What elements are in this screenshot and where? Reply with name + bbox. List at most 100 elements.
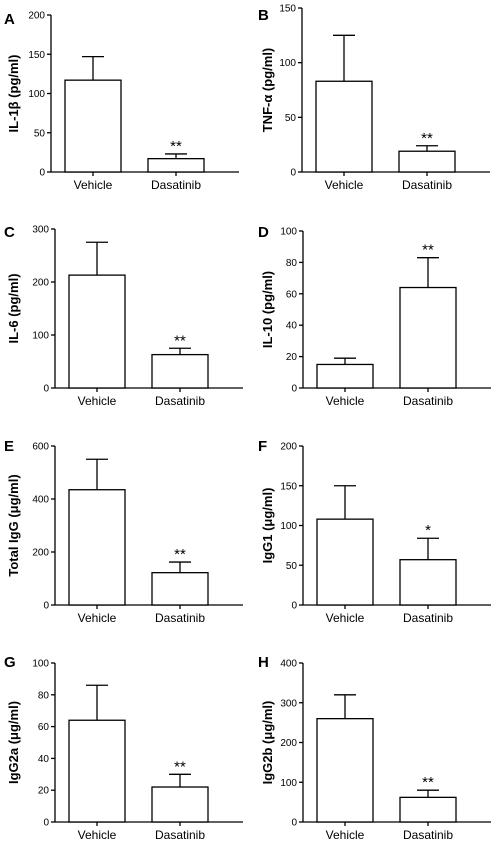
x-category-label: Vehicle <box>74 178 113 192</box>
bar-vehicle <box>316 718 374 823</box>
y-axis-label: IL-1β (pg/ml) <box>6 55 21 133</box>
y-tick-label: 0 <box>43 818 49 829</box>
y-tick-label: 60 <box>38 722 50 733</box>
bar-vehicle <box>316 363 374 389</box>
y-tick-label: 300 <box>280 698 297 709</box>
bar-vehicle <box>68 489 126 606</box>
x-category-label: Dasatinib <box>155 828 205 842</box>
y-tick-label: 100 <box>279 58 296 69</box>
y-tick-label: 0 <box>39 168 45 179</box>
y-tick-label: 0 <box>291 384 297 395</box>
y-tick-label: 150 <box>279 4 296 15</box>
significance-marker: ** <box>421 130 433 147</box>
y-tick-label: 200 <box>32 548 49 559</box>
x-category-label: Vehicle <box>326 828 365 842</box>
y-tick-label: 300 <box>32 225 49 236</box>
panel-letter: B <box>258 7 269 24</box>
panel-letter: G <box>4 654 16 671</box>
panel-letter: H <box>258 654 269 671</box>
y-tick-label: 200 <box>280 738 297 749</box>
panel-letter: F <box>258 438 267 455</box>
y-tick-label: 100 <box>32 659 49 670</box>
x-category-label: Vehicle <box>326 611 365 625</box>
bar-dasatinib <box>147 158 205 173</box>
y-tick-label: 400 <box>280 659 297 670</box>
y-tick-label: 80 <box>286 258 298 269</box>
bar-dasatinib <box>151 786 209 823</box>
y-tick-label: 40 <box>286 321 298 332</box>
significance-marker: ** <box>170 138 182 155</box>
y-tick-label: 0 <box>43 601 49 612</box>
significance-marker: ** <box>174 332 186 349</box>
y-tick-label: 100 <box>28 89 45 100</box>
panel-letter: D <box>258 224 269 241</box>
bar-vehicle <box>68 719 126 823</box>
y-tick-label: 0 <box>291 601 297 612</box>
chart-panel-b: B TNF-α (pg/ml) 0 50 100 150 Vehicle ** Dasatini… <box>258 4 490 192</box>
y-tick-label: 0 <box>290 168 296 179</box>
bar-vehicle <box>316 518 374 606</box>
significance-marker: ** <box>174 758 186 775</box>
x-category-label: Vehicle <box>325 178 364 192</box>
chart-panel-d: D IL-10 (pg/ml) 0 20 40 60 80 100 Vehicle ** Dasat… <box>258 224 491 408</box>
bar-dasatinib <box>399 796 457 823</box>
y-axis-label: IL-10 (pg/ml) <box>260 271 275 348</box>
y-axis-label: IgG2a (μg/ml) <box>6 701 21 784</box>
x-category-label: Vehicle <box>78 394 117 408</box>
significance-marker: * <box>425 522 431 539</box>
y-axis-label: TNF-α (pg/ml) <box>260 48 275 133</box>
chart-panel-a: A IL-1β (pg/ml) 0 50 100 150 200 Vehicle ** Dasat… <box>4 11 239 192</box>
x-category-label: Dasatinib <box>403 394 453 408</box>
x-category-label: Dasatinib <box>151 178 201 192</box>
y-tick-label: 40 <box>38 754 50 765</box>
bar-dasatinib <box>399 559 457 606</box>
x-category-label: Vehicle <box>78 828 117 842</box>
x-category-label: Vehicle <box>78 611 117 625</box>
panel-letter: A <box>4 11 15 28</box>
y-tick-label: 0 <box>291 818 297 829</box>
y-tick-label: 60 <box>286 289 298 300</box>
y-tick-label: 150 <box>280 481 297 492</box>
panel-letter: C <box>4 224 15 241</box>
bar-dasatinib <box>398 150 456 173</box>
x-category-label: Vehicle <box>326 394 365 408</box>
y-axis-label: IgG2b (μg/ml) <box>260 701 275 785</box>
y-tick-label: 100 <box>32 331 49 342</box>
significance-marker: ** <box>422 242 434 259</box>
chart-panel-h: H IgG2b (μg/ml) 0 100 200 300 400 Vehicle ** Dasa… <box>258 654 491 842</box>
y-tick-label: 0 <box>43 384 49 395</box>
chart-panel-e: E Total IgG (μg/ml) 0 200 400 600 Vehicle ** Das… <box>4 438 243 625</box>
y-tick-label: 150 <box>28 50 45 61</box>
significance-marker: ** <box>422 774 434 791</box>
y-tick-label: 200 <box>28 11 45 22</box>
y-tick-label: 400 <box>32 495 49 506</box>
y-axis-label: IL-6 (pg/ml) <box>6 273 21 343</box>
x-category-label: Dasatinib <box>155 611 205 625</box>
bar-dasatinib <box>151 353 209 389</box>
significance-marker: ** <box>174 546 186 563</box>
y-tick-label: 200 <box>280 442 297 453</box>
y-tick-label: 100 <box>280 227 297 238</box>
x-category-label: Dasatinib <box>402 178 452 192</box>
x-category-label: Dasatinib <box>155 394 205 408</box>
y-axis-label: IgG1 (μg/ml) <box>260 488 275 564</box>
bar-vehicle <box>68 274 126 389</box>
chart-panel-c: C IL-6 (pg/ml) 0 100 200 300 Vehicle ** Dasatini… <box>4 224 243 408</box>
bar-dasatinib <box>399 286 457 389</box>
y-tick-label: 100 <box>280 778 297 789</box>
y-tick-label: 50 <box>34 128 46 139</box>
bar-dasatinib <box>151 572 209 606</box>
y-tick-label: 20 <box>38 786 50 797</box>
y-axis-label: Total IgG (μg/ml) <box>6 474 21 576</box>
bar-vehicle <box>315 80 373 173</box>
x-category-label: Dasatinib <box>403 828 453 842</box>
panel-letter: E <box>4 438 14 455</box>
y-tick-label: 20 <box>286 352 298 363</box>
y-tick-label: 50 <box>286 561 298 572</box>
y-tick-label: 100 <box>280 521 297 532</box>
x-category-label: Dasatinib <box>403 611 453 625</box>
bar-vehicle <box>64 79 122 173</box>
y-tick-label: 80 <box>38 690 50 701</box>
chart-panel-g: G IgG2a (μg/ml) 0 20 40 60 80 100 Vehicle ** Dasat… <box>4 654 243 842</box>
